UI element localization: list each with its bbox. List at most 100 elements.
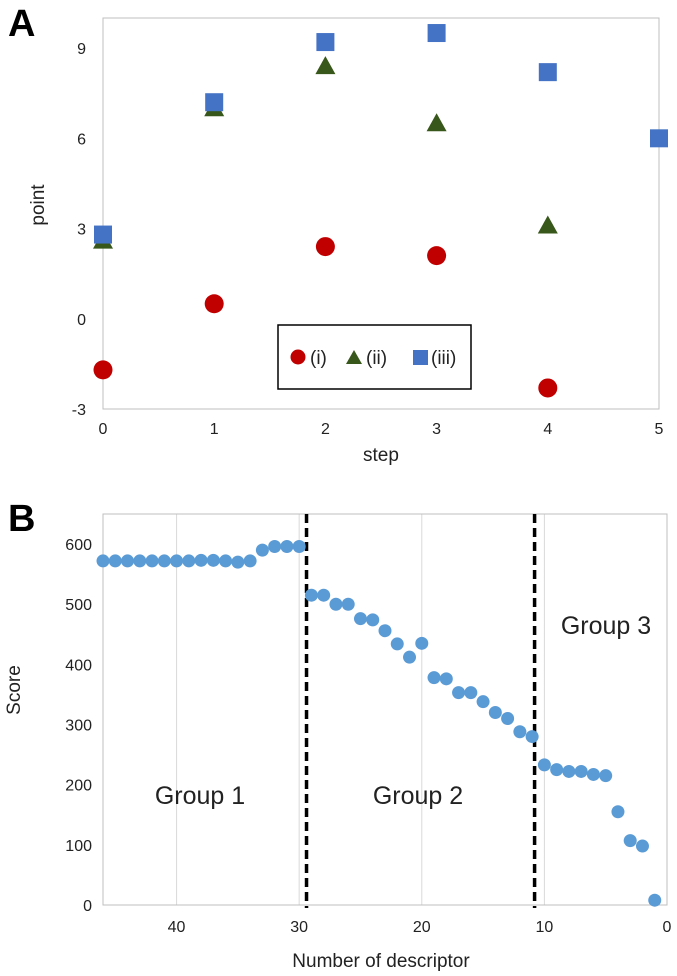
score-point [464, 686, 478, 700]
score-point [206, 553, 220, 567]
y-tick-label: 500 [65, 597, 92, 614]
score-point [476, 695, 490, 709]
chart-a-y-axis-title: point [28, 184, 49, 226]
point-series-iii [316, 33, 335, 52]
x-tick-label: 10 [535, 919, 553, 936]
score-point [317, 588, 331, 602]
y-tick-label: 0 [83, 898, 92, 915]
point-series-i [93, 360, 113, 380]
point-series-i [204, 294, 224, 314]
y-tick-label: 400 [65, 657, 92, 674]
score-point [268, 539, 282, 553]
y-tick-label: 9 [77, 41, 86, 58]
x-tick-label: 40 [168, 919, 186, 936]
score-point [378, 624, 392, 638]
score-point [611, 805, 625, 819]
x-tick-label: 30 [290, 919, 308, 936]
x-tick-label: 0 [663, 919, 672, 936]
chart-a-y-tick-labels: -3 0 3 6 9 [72, 41, 86, 419]
x-tick-label: 5 [655, 421, 664, 438]
point-series-iii [94, 225, 112, 244]
x-tick-label: 0 [99, 421, 108, 438]
chart-a-frame [102, 17, 660, 410]
x-tick-label: 1 [210, 421, 219, 438]
score-point [586, 767, 600, 781]
group-2-label: Group 2 [373, 782, 463, 810]
score-point [452, 686, 466, 700]
chart-a-x-tick-labels: 0 1 2 3 4 5 [99, 421, 664, 438]
y-tick-label: 0 [77, 312, 86, 329]
x-tick-label: 20 [413, 919, 431, 936]
score-point [96, 554, 110, 568]
chart-a: -3 0 3 6 9 0 1 2 3 4 5 step point (i) (ii) (iii) [28, 17, 668, 466]
point-series-ii [315, 56, 336, 75]
score-point [488, 706, 502, 720]
score-point [501, 712, 515, 726]
point-series-ii [426, 113, 447, 132]
score-point [390, 637, 404, 651]
score-point [341, 597, 355, 611]
chart-a-legend: (i) (ii) (iii) [277, 324, 472, 390]
panel-a-label: A [8, 3, 35, 45]
chart-b-data-points [96, 539, 662, 907]
score-point [121, 554, 135, 568]
score-point [329, 597, 343, 611]
legend-label-iii: (iii) [431, 348, 456, 369]
chart-b-y-tick-labels: 0 100 200 300 400 500 600 [65, 537, 92, 915]
score-point [366, 613, 380, 627]
chart-b-frame [102, 513, 668, 906]
legend-marker-circle [290, 349, 306, 365]
y-tick-label: 100 [65, 838, 92, 855]
panel-b-label: B [8, 498, 35, 540]
score-point [170, 554, 184, 568]
y-tick-label: 3 [77, 222, 86, 239]
score-point [108, 554, 122, 568]
x-tick-label: 2 [321, 421, 330, 438]
score-point [599, 769, 613, 783]
score-point [243, 554, 257, 568]
point-series-iii [205, 93, 224, 112]
x-tick-label: 3 [432, 421, 441, 438]
point-series-i [427, 246, 447, 266]
score-point [219, 554, 233, 568]
score-point [648, 893, 662, 907]
point-series-i [538, 378, 558, 398]
point-series-iii [538, 63, 557, 82]
score-point [133, 554, 147, 568]
score-point [439, 672, 453, 686]
score-point [525, 730, 539, 744]
score-point [157, 554, 171, 568]
score-point [255, 543, 269, 557]
chart-a-x-axis-title: step [363, 445, 399, 466]
score-point [574, 764, 588, 778]
score-point [513, 725, 527, 739]
y-tick-label: 300 [65, 718, 92, 735]
chart-b-x-axis-title: Number of descriptor [292, 951, 470, 972]
point-series-iii [427, 24, 446, 43]
legend-label-i: (i) [310, 348, 327, 369]
legend-marker-triangle [346, 350, 362, 364]
score-point [145, 554, 159, 568]
chart-a-data-points [93, 24, 668, 398]
y-tick-label: 600 [65, 537, 92, 554]
score-point [280, 539, 294, 553]
score-point [623, 834, 637, 848]
group-3-label: Group 3 [561, 612, 651, 640]
score-point [562, 764, 576, 778]
score-point [182, 554, 196, 568]
score-point [353, 612, 367, 626]
score-point [550, 763, 564, 777]
y-tick-label: 6 [77, 131, 86, 148]
score-point [537, 758, 551, 772]
score-point [304, 588, 318, 602]
score-point [635, 839, 649, 853]
score-point [427, 671, 441, 685]
score-point [292, 539, 306, 553]
group-1-label: Group 1 [155, 782, 245, 810]
point-series-iii [650, 129, 668, 148]
y-tick-label: 200 [65, 778, 92, 795]
chart-b-x-tick-labels: 40 30 20 10 0 [168, 919, 672, 936]
point-series-i [315, 237, 335, 257]
legend-box [277, 324, 472, 390]
